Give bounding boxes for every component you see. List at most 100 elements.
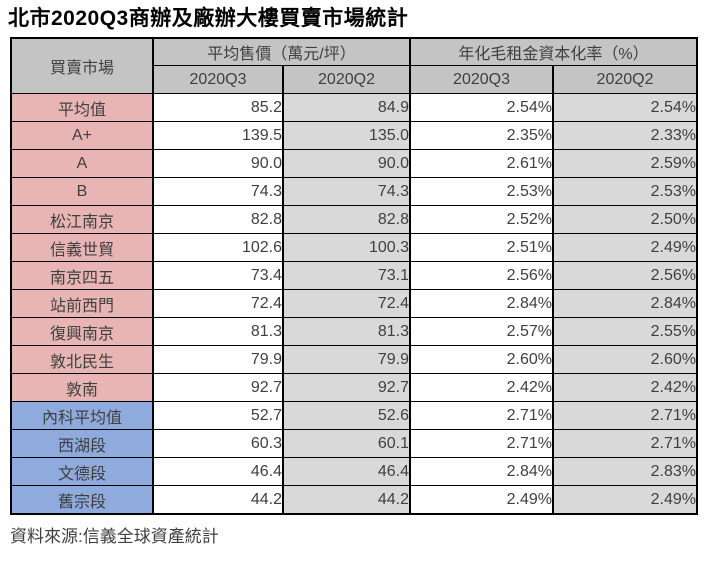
sub-header-row: 2020Q3 2020Q2 2020Q3 2020Q2 (11, 65, 699, 94)
table-row: 信義世貿 102.6 100.3 2.51% 2.49% (10, 233, 699, 262)
group-header-avg-price: 平均售價（萬元/坪） (151, 37, 412, 66)
price-2020q2-cell: 100.3 (281, 233, 412, 262)
row-label: 信義世貿 (10, 233, 154, 262)
table-row: 平均值 85.2 84.9 2.54% 2.54% (10, 93, 699, 122)
table-row: 松江南京 82.8 82.8 2.52% 2.50% (10, 205, 699, 234)
price-2020q2-cell: 79.9 (281, 345, 412, 374)
row-label: 敦北民生 (10, 345, 154, 374)
caprate-2020q2-cell: 2.84% (552, 289, 699, 318)
caprate-2020q3-cell: 2.52% (409, 205, 555, 234)
caprate-2020q3-cell: 2.54% (409, 93, 555, 122)
row-label: 松江南京 (10, 205, 154, 234)
table-row: 站前西門 72.4 72.4 2.84% 2.84% (10, 289, 699, 318)
table-row: 南京四五 73.4 73.1 2.56% 2.56% (10, 261, 699, 290)
row-label: 舊宗段 (10, 485, 154, 515)
row-label: 站前西門 (10, 289, 154, 318)
caprate-2020q3-cell: 2.71% (409, 401, 555, 430)
source-note: 資料來源:信義全球資產統計 (10, 527, 219, 546)
caprate-2020q2-cell: 2.56% (552, 261, 699, 290)
caprate-2020q2-cell: 2.49% (552, 233, 699, 262)
table-body: 平均值 85.2 84.9 2.54% 2.54% A+ 139.5 135.0 2.35% 2.… (10, 93, 699, 515)
caprate-2020q2-cell: 2.60% (552, 345, 699, 374)
caprate-2020q3-cell: 2.51% (409, 233, 555, 262)
caprate-2020q2-cell: 2.59% (552, 149, 699, 178)
caprate-2020q3-cell: 2.61% (409, 149, 555, 178)
price-2020q2-cell: 82.8 (281, 205, 412, 234)
table-row: 敦南 92.7 92.7 2.42% 2.42% (10, 373, 699, 402)
sub-header-caprate-2020q2: 2020Q2 (552, 65, 699, 94)
caprate-2020q2-cell: 2.71% (552, 401, 699, 430)
row-label: A+ (10, 121, 154, 150)
caprate-2020q2-cell: 2.71% (552, 429, 699, 458)
row-label: 南京四五 (10, 261, 154, 290)
row-label: 西湖段 (10, 429, 154, 458)
page-title: 北市2020Q3商辦及廠辦大樓買賣市場統計 (8, 7, 409, 30)
row-label: 敦南 (10, 373, 154, 402)
table-row: 敦北民生 79.9 79.9 2.60% 2.60% (10, 345, 699, 374)
price-2020q3-cell: 44.2 (152, 485, 284, 515)
table-header: 買賣市場 平均售價（萬元/坪） 年化毛租金資本化率（%） 2020Q3 2020… (10, 37, 699, 94)
caprate-2020q2-cell: 2.42% (552, 373, 699, 402)
row-label: B (10, 177, 154, 206)
price-2020q3-cell: 52.7 (152, 401, 284, 430)
price-2020q3-cell: 74.3 (152, 177, 284, 206)
caprate-2020q3-cell: 2.84% (409, 457, 555, 486)
caprate-2020q2-cell: 2.83% (552, 457, 699, 486)
price-2020q3-cell: 102.6 (152, 233, 284, 262)
price-2020q3-cell: 60.3 (152, 429, 284, 458)
caprate-2020q3-cell: 2.49% (409, 485, 555, 515)
table-row: 內科平均值 52.7 52.6 2.71% 2.71% (10, 401, 699, 430)
price-2020q2-cell: 44.2 (281, 485, 412, 515)
price-2020q2-cell: 52.6 (281, 401, 412, 430)
table-row: A 90.0 90.0 2.61% 2.59% (10, 149, 699, 178)
row-label: 文德段 (10, 457, 154, 486)
caprate-2020q2-cell: 2.54% (552, 93, 699, 122)
table-row: 舊宗段 44.2 44.2 2.49% 2.49% (10, 485, 699, 515)
caprate-2020q3-cell: 2.84% (409, 289, 555, 318)
row-label: 內科平均值 (10, 401, 154, 430)
price-2020q3-cell: 82.8 (152, 205, 284, 234)
table-row: 文德段 46.4 46.4 2.84% 2.83% (10, 457, 699, 486)
table-row: B 74.3 74.3 2.53% 2.53% (10, 177, 699, 206)
price-2020q2-cell: 135.0 (281, 121, 412, 150)
price-2020q3-cell: 72.4 (152, 289, 284, 318)
table-row: 西湖段 60.3 60.1 2.71% 2.71% (10, 429, 699, 458)
market-stats-table: 買賣市場 平均售價（萬元/坪） 年化毛租金資本化率（%） 2020Q3 2020… (10, 37, 699, 515)
price-2020q2-cell: 46.4 (281, 457, 412, 486)
price-2020q3-cell: 139.5 (152, 121, 284, 150)
price-2020q2-cell: 72.4 (281, 289, 412, 318)
price-2020q2-cell: 74.3 (281, 177, 412, 206)
price-2020q2-cell: 73.1 (281, 261, 412, 290)
sub-header-caprate-2020q3: 2020Q3 (409, 65, 555, 94)
price-2020q3-cell: 85.2 (152, 93, 284, 122)
caprate-2020q2-cell: 2.53% (552, 177, 699, 206)
price-2020q2-cell: 90.0 (281, 149, 412, 178)
group-header-row: 買賣市場 平均售價（萬元/坪） 年化毛租金資本化率（%） (10, 37, 699, 94)
caprate-2020q2-cell: 2.55% (552, 317, 699, 346)
caprate-2020q3-cell: 2.35% (409, 121, 555, 150)
price-2020q3-cell: 46.4 (152, 457, 284, 486)
row-label: 復興南京 (10, 317, 154, 346)
caprate-2020q3-cell: 2.42% (409, 373, 555, 402)
caprate-2020q3-cell: 2.71% (409, 429, 555, 458)
caprate-2020q3-cell: 2.57% (409, 317, 555, 346)
caprate-2020q3-cell: 2.56% (409, 261, 555, 290)
row-label: A (10, 149, 154, 178)
table-row: 復興南京 81.3 81.3 2.57% 2.55% (10, 317, 699, 346)
price-2020q3-cell: 73.4 (152, 261, 284, 290)
table-row: A+ 139.5 135.0 2.35% 2.33% (10, 121, 699, 150)
price-2020q3-cell: 92.7 (152, 373, 284, 402)
caprate-2020q2-cell: 2.49% (552, 485, 699, 515)
price-2020q3-cell: 79.9 (152, 345, 284, 374)
price-2020q2-cell: 60.1 (281, 429, 412, 458)
corner-header-market: 買賣市場 (10, 37, 154, 94)
caprate-2020q2-cell: 2.33% (552, 121, 699, 150)
price-2020q3-cell: 90.0 (152, 149, 284, 178)
price-2020q2-cell: 84.9 (281, 93, 412, 122)
caprate-2020q2-cell: 2.50% (552, 205, 699, 234)
sub-header-price-2020q2: 2020Q2 (281, 65, 412, 94)
price-2020q2-cell: 81.3 (281, 317, 412, 346)
caprate-2020q3-cell: 2.53% (409, 177, 555, 206)
sub-header-price-2020q3: 2020Q3 (152, 65, 284, 94)
